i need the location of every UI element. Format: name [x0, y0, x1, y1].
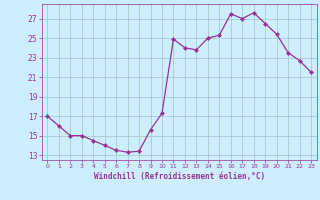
X-axis label: Windchill (Refroidissement éolien,°C): Windchill (Refroidissement éolien,°C) — [94, 172, 265, 181]
